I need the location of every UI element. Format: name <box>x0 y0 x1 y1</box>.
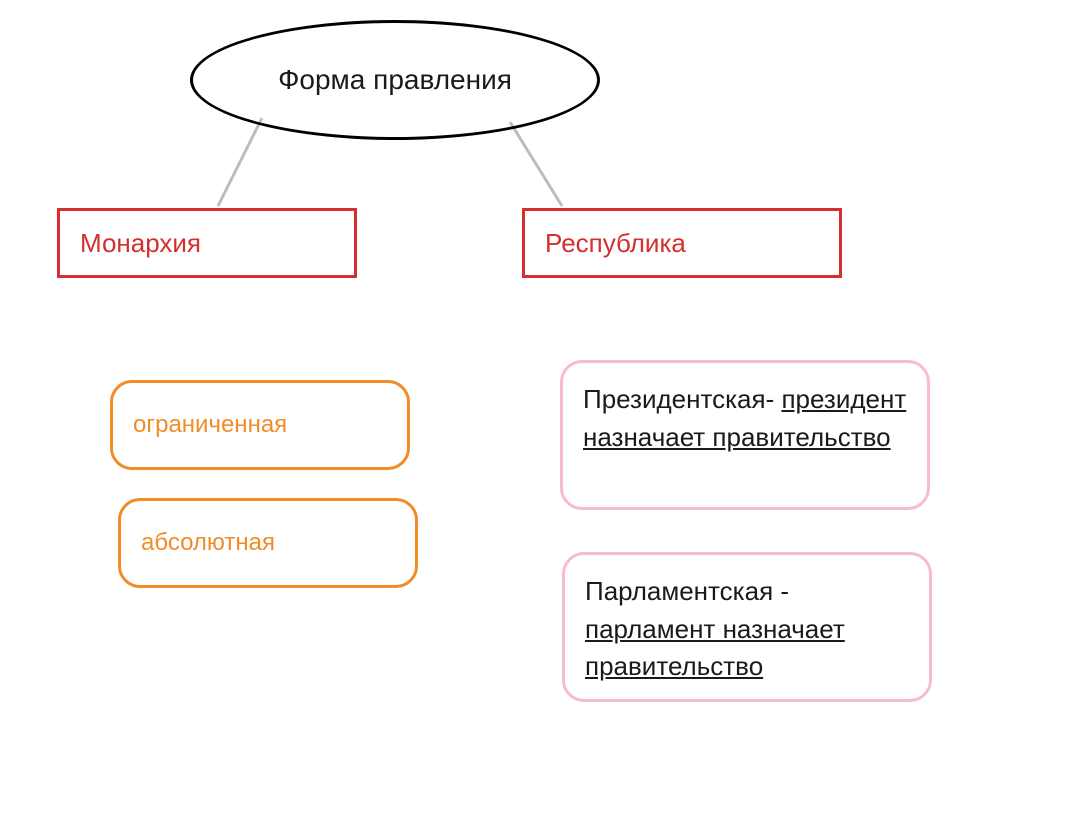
edge-root-monarchy <box>218 118 262 206</box>
node-presidential-text: Президентская- президент назначает прави… <box>583 381 907 456</box>
node-monarchy-label: Монархия <box>80 228 201 259</box>
node-republic-label: Республика <box>545 228 686 259</box>
edge-root-republic <box>510 122 562 206</box>
node-absolute-label: абсолютная <box>141 529 275 557</box>
node-parliamentary: Парламентская - парламент назначает прав… <box>562 552 932 702</box>
node-limited-label: ограниченная <box>133 411 287 439</box>
node-monarchy: Монархия <box>57 208 357 278</box>
node-presidential: Президентская- президент назначает прави… <box>560 360 930 510</box>
node-root-label: Форма правления <box>278 64 512 96</box>
node-limited: ограниченная <box>110 380 410 470</box>
node-absolute: абсолютная <box>118 498 418 588</box>
node-parliamentary-plain: Парламентская - <box>585 576 789 606</box>
node-parliamentary-underlined: парламент назначает правительство <box>585 614 845 682</box>
node-presidential-plain: Президентская- <box>583 384 774 414</box>
node-republic: Республика <box>522 208 842 278</box>
node-root: Форма правления <box>190 20 600 140</box>
node-parliamentary-text: Парламентская - парламент назначает прав… <box>585 573 909 686</box>
